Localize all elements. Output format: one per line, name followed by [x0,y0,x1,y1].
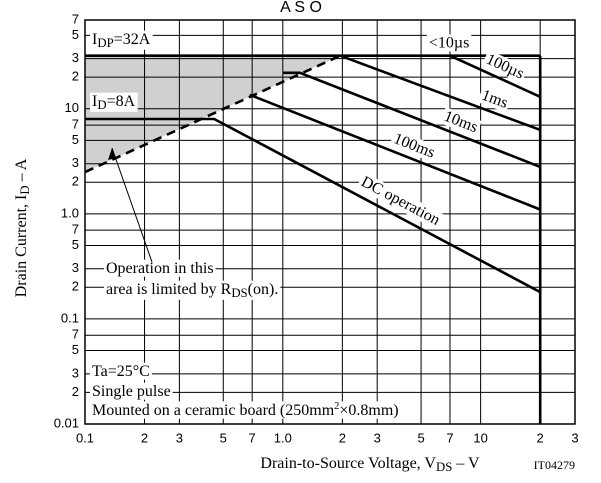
series-label-bg [389,129,439,163]
y-tick-label: 7 [72,11,79,26]
annotation: Single pulse [92,383,171,400]
mark-layer [84,54,542,424]
series-label-bg [477,86,512,113]
annotation-bg [90,30,153,50]
x-axis-label-text: Drain-to-Source Voltage, V [260,455,436,472]
x-tick-label: 3 [374,430,381,445]
arrow-head [108,148,116,160]
series-label-group: 10ms [439,107,482,137]
series-line [249,93,541,211]
series-line [282,71,541,169]
series-label-bg [481,49,529,84]
annotation-text: Ta=25°C [92,363,150,380]
annotation-bg [90,362,152,380]
annotation-text: Single pulse [92,383,171,400]
annotation-bg [104,280,281,300]
series-label-group: <10µs [426,34,472,52]
annotation-after: (on). [248,281,279,298]
annotation-sub: D [97,98,106,112]
x-tick-label: 2 [339,430,346,445]
series-label-bg [356,172,445,230]
y-tick-label: 3 [72,50,79,65]
y-tick-label: 2 [72,384,79,399]
x-tick-label: 7 [446,430,453,445]
y-tick-label: 5 [72,237,79,252]
y-tick-label: 5 [72,27,79,42]
x-tick-label: 2 [141,430,148,445]
x-tick-label: 1.0 [274,430,292,445]
series-line [339,54,541,132]
annotation: ID=8A [92,93,136,112]
annotation-bg [90,401,401,419]
series-label: 100ms [391,130,437,161]
series-label-group: 100ms [389,129,439,163]
series-label: <10µs [429,34,469,51]
annotation-text: I [92,31,97,48]
annotation-text: Mounted on a ceramic board (250mm [92,402,335,419]
annotation: Mounted on a ceramic board (250mm2×0.8mm… [92,401,399,418]
y-tick-label: 2 [72,69,79,84]
y-tick-label: 3 [72,260,79,275]
x-axis-label-after: – V [452,455,480,472]
series-line [85,117,541,294]
series-label-bg [426,34,472,52]
y-axis-label: Drain Current, ID – A [13,158,32,297]
annotation-text: area is limited by R [106,281,232,298]
y-tick-label: 2 [72,174,79,189]
annotation-bg [90,92,138,112]
y-tick-label: 7 [72,117,79,132]
y-tick-label: 0.1 [61,310,79,325]
y-tick-label: 0.01 [54,415,79,430]
series-label-bg [439,107,482,137]
x-tick-label: 5 [220,430,227,445]
arrow-line [111,147,153,263]
y-tick-label: 7 [72,327,79,342]
y-tick-label: 1.0 [61,205,79,220]
y-axis-label-after: – A [13,158,30,185]
annotation-text: Operation in this [106,260,214,277]
annotation: IDP=32A [92,31,151,50]
y-tick-label: 3 [72,155,79,170]
y-tick-label: 7 [72,222,79,237]
x-tick-label: 2 [537,430,544,445]
annotation: Operation in this [106,260,214,277]
annotation-after: ×0.8mm) [339,402,398,419]
annotation-after: =8A [107,93,136,110]
y-tick-label: 3 [72,365,79,380]
y-tick-label: 10 [65,100,79,115]
x-tick-label: 5 [417,430,424,445]
x-tick-label: 10 [473,430,487,445]
series-line [84,54,341,174]
y-tick-label: 5 [72,342,79,357]
annotation-sub: DS [231,286,247,300]
figure-code: IT04279 [534,458,575,472]
annotation-text: I [92,93,97,110]
annotation: area is limited by RDS(on). [106,281,278,300]
y-axis-label-text: Drain Current, I [13,195,30,298]
y-tick-label: 5 [72,132,79,147]
chart-title: A S O [280,0,322,16]
annotation-bg [104,259,216,277]
y-axis-label-sub: D [18,185,32,194]
annotation-after: =32A [114,31,151,48]
x-tick-label: 7 [249,430,256,445]
x-tick-label: 3 [571,430,578,445]
annotation-sup: 2 [334,401,339,412]
annotation: Ta=25°C [92,363,150,380]
series-line [449,54,541,98]
x-axis-label-sub: DS [436,460,452,474]
x-tick-label: 0.1 [76,430,94,445]
x-tick-label: 3 [176,430,183,445]
plot-frame [84,19,576,425]
y-tick-label: 2 [72,279,79,294]
annotation-sub: DP [97,36,113,50]
x-axis-label: Drain-to-Source Voltage, VDS – V [260,455,480,474]
series-label: 10ms [442,108,480,136]
annotation-bg [90,382,173,400]
